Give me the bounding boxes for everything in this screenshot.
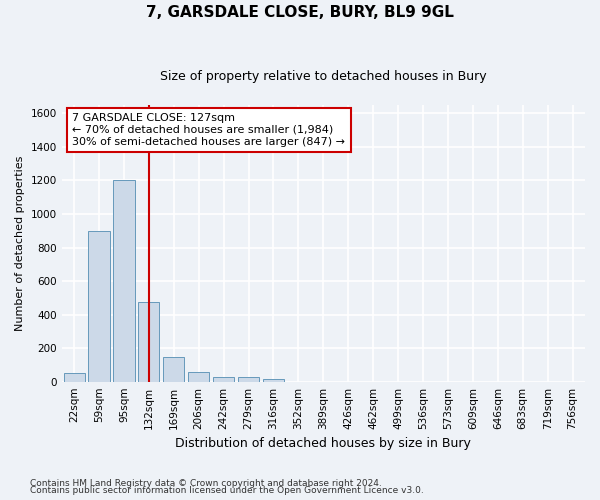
Text: Contains public sector information licensed under the Open Government Licence v3: Contains public sector information licen…	[30, 486, 424, 495]
X-axis label: Distribution of detached houses by size in Bury: Distribution of detached houses by size …	[175, 437, 471, 450]
Text: 7 GARSDALE CLOSE: 127sqm
← 70% of detached houses are smaller (1,984)
30% of sem: 7 GARSDALE CLOSE: 127sqm ← 70% of detach…	[72, 114, 345, 146]
Title: Size of property relative to detached houses in Bury: Size of property relative to detached ho…	[160, 70, 487, 83]
Bar	[113, 180, 134, 382]
Bar	[163, 356, 184, 382]
Text: 7, GARSDALE CLOSE, BURY, BL9 9GL: 7, GARSDALE CLOSE, BURY, BL9 9GL	[146, 5, 454, 20]
Y-axis label: Number of detached properties: Number of detached properties	[15, 156, 25, 331]
Bar	[213, 376, 234, 382]
Bar	[188, 372, 209, 382]
Bar	[263, 379, 284, 382]
Bar	[64, 374, 85, 382]
Text: Contains HM Land Registry data © Crown copyright and database right 2024.: Contains HM Land Registry data © Crown c…	[30, 478, 382, 488]
Bar	[238, 378, 259, 382]
Bar	[138, 302, 160, 382]
Bar	[88, 231, 110, 382]
